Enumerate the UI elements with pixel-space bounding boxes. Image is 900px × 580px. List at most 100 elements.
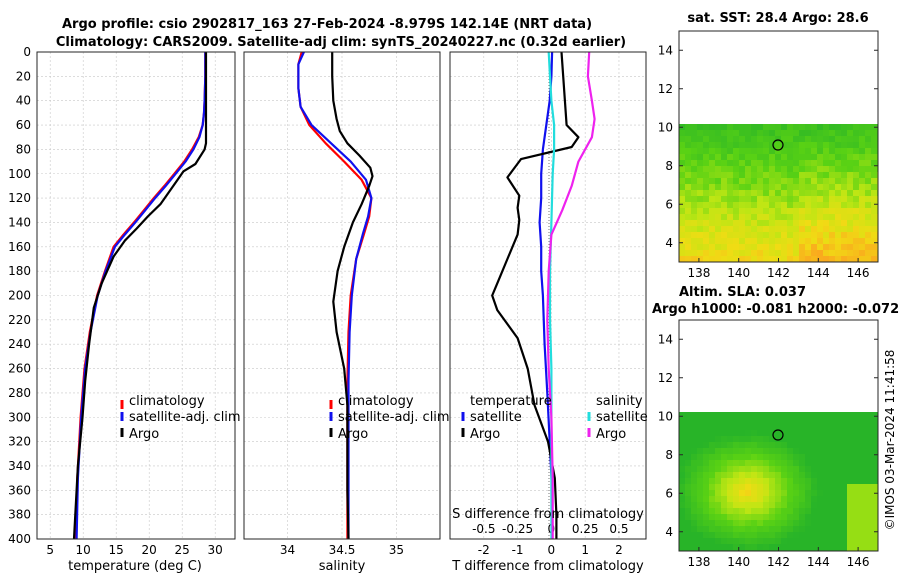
- depth-tick-label: 260: [8, 362, 31, 376]
- map-cell: [769, 232, 776, 239]
- map-cell: [709, 172, 716, 179]
- map-cell: [811, 460, 818, 467]
- map-cell: [859, 454, 866, 461]
- map-cell: [703, 502, 710, 509]
- map-cell: [757, 508, 764, 515]
- map-cell: [787, 202, 794, 209]
- map-cell: [793, 430, 800, 437]
- map-cell: [727, 136, 734, 143]
- map-cell: [841, 130, 848, 137]
- map-cell: [691, 160, 698, 167]
- map-cell: [835, 520, 842, 527]
- map-cell: [829, 508, 836, 515]
- map-cell: [871, 256, 878, 262]
- map-cell: [871, 190, 878, 197]
- map-cell: [715, 226, 722, 233]
- map-cell: [823, 514, 830, 521]
- map-cell: [871, 136, 878, 143]
- map-cell: [751, 508, 758, 515]
- map-cell: [829, 130, 836, 137]
- map-cell: [745, 472, 752, 479]
- map-cell: [811, 190, 818, 197]
- depth-tick-label: 80: [16, 142, 31, 156]
- map-cell: [841, 520, 848, 527]
- map-cell: [853, 520, 860, 527]
- map-cell: [793, 484, 800, 491]
- map-cell: [751, 544, 758, 551]
- map-cell: [721, 220, 728, 227]
- map-cell: [727, 514, 734, 521]
- depth-tick-label: 100: [8, 167, 31, 181]
- series-line-s-satellite: [547, 51, 556, 539]
- map-cell: [841, 124, 848, 131]
- map-cell: [769, 220, 776, 227]
- map-cell: [757, 160, 764, 167]
- map-cell: [727, 214, 734, 221]
- map-cell: [853, 136, 860, 143]
- map-cell: [763, 496, 770, 503]
- map-cell: [787, 448, 794, 455]
- map-cell: [811, 160, 818, 167]
- depth-tick-label: 160: [8, 240, 31, 254]
- map-cell: [679, 526, 686, 533]
- map-cell: [835, 124, 842, 131]
- map-cell: [763, 526, 770, 533]
- map-cell: [853, 184, 860, 191]
- map-cell: [787, 196, 794, 203]
- map-cell: [793, 508, 800, 515]
- map-cell: [691, 238, 698, 245]
- map-cell: [823, 544, 830, 551]
- map-cell: [781, 142, 788, 149]
- map-cell: [703, 142, 710, 149]
- map-cell: [805, 184, 812, 191]
- map-cell: [865, 154, 872, 161]
- map-cell: [853, 544, 860, 551]
- map-cell: [739, 142, 746, 149]
- map-cell: [697, 172, 704, 179]
- map-cell: [727, 418, 734, 425]
- map-cell: [709, 526, 716, 533]
- map-cell: [781, 538, 788, 545]
- map-cell: [793, 256, 800, 262]
- map-cell: [685, 490, 692, 497]
- map-cell: [709, 520, 716, 527]
- map-cell: [733, 448, 740, 455]
- map-cell: [745, 448, 752, 455]
- map-cell: [865, 454, 872, 461]
- map-cell: [841, 514, 848, 521]
- map-cell: [745, 196, 752, 203]
- map-cell: [793, 526, 800, 533]
- map-cell: [781, 424, 788, 431]
- map-cell: [847, 466, 854, 473]
- map-cell: [733, 202, 740, 209]
- map-cell: [709, 514, 716, 521]
- map-cell: [805, 436, 812, 443]
- map-cell: [721, 418, 728, 425]
- map-cell: [853, 484, 860, 491]
- map-cell: [799, 502, 806, 509]
- map-cell: [757, 238, 764, 245]
- depth-tick-label: 320: [8, 435, 31, 449]
- map-cell: [853, 172, 860, 179]
- map-cell: [763, 226, 770, 233]
- map-cell: [769, 412, 776, 419]
- x-tick-label: 15: [109, 543, 124, 557]
- map-cell: [817, 448, 824, 455]
- map-cell: [691, 472, 698, 479]
- map-cell: [865, 484, 872, 491]
- series-line-satellite-adj-clim: [297, 51, 373, 539]
- map-cell: [835, 250, 842, 257]
- map-cell: [829, 442, 836, 449]
- map-cell: [679, 154, 686, 161]
- map-cell: [691, 466, 698, 473]
- map-cell: [817, 232, 824, 239]
- map-cell: [781, 514, 788, 521]
- map-cell: [703, 214, 710, 221]
- map-cell: [745, 166, 752, 173]
- map-cell: [769, 250, 776, 257]
- map-cell: [679, 256, 686, 262]
- map-cell: [715, 442, 722, 449]
- map-cell: [721, 172, 728, 179]
- map-cell: [817, 238, 824, 245]
- map-cell: [793, 502, 800, 509]
